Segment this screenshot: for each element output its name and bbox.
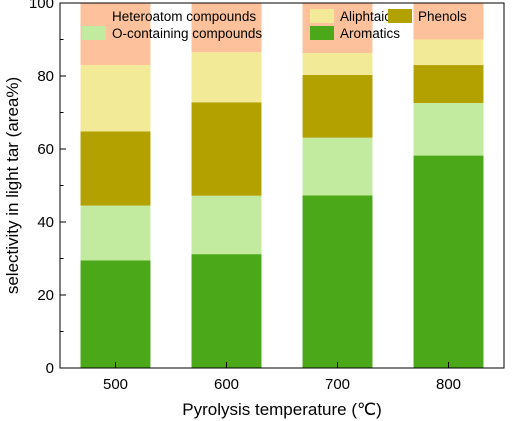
x-tick-label: 600 — [214, 376, 239, 393]
bar-segment-phenols-600 — [191, 102, 262, 196]
bar-segment-aromatics-500 — [80, 260, 151, 368]
bar-segment-o-containing-compounds-800 — [413, 103, 484, 156]
bar-segment-o-containing-compounds-500 — [80, 205, 151, 261]
legend-label: Aliphtaics — [340, 9, 398, 24]
plot-frame — [59, 2, 505, 369]
y-axis-title: selectivity in light tar (area%) — [3, 77, 22, 294]
bar-segment-aromatics-700 — [302, 195, 373, 368]
x-tick-label: 500 — [103, 376, 128, 393]
bars-layer — [80, 3, 484, 368]
legend-label: Aromatics — [340, 26, 400, 41]
y-tick-label: 80 — [37, 68, 54, 85]
bar-segment-heteroatom-compounds-800 — [413, 3, 484, 40]
bar-segment-aliphtaics-800 — [413, 39, 484, 66]
legend-label: Heteroatom compounds — [112, 9, 256, 24]
legend-swatch — [310, 26, 334, 40]
y-tick-label: 100 — [29, 0, 54, 12]
bar-segment-aromatics-600 — [191, 254, 262, 368]
y-tick-label: 40 — [37, 214, 54, 231]
bar-segment-aliphtaics-700 — [302, 53, 373, 75]
bar-segment-o-containing-compounds-700 — [302, 137, 373, 196]
legend-swatch — [310, 9, 334, 23]
x-axis: 500 600 700 800 — [103, 362, 461, 393]
x-tick-label: 800 — [436, 376, 461, 393]
y-tick-label: 60 — [37, 141, 54, 158]
legend-label: O-containing compounds — [112, 26, 262, 41]
x-tick-label: 700 — [325, 376, 350, 393]
legend-swatch — [82, 9, 106, 23]
bar-segment-aliphtaics-600 — [191, 52, 262, 103]
legend-swatch — [388, 9, 412, 23]
bar-segment-phenols-500 — [80, 131, 151, 206]
y-tick-label: 20 — [37, 287, 54, 304]
legend-label: Phenols — [418, 9, 467, 24]
legend: Heteroatom compounds Aliphtaics Phenols O-c… — [82, 9, 467, 41]
bar-segment-o-containing-compounds-600 — [191, 195, 262, 255]
bar-segment-aliphtaics-500 — [80, 65, 151, 132]
bar-segment-phenols-800 — [413, 65, 484, 104]
bar-segment-aromatics-800 — [413, 155, 484, 368]
bar-segment-heteroatom-compounds-600 — [191, 3, 262, 53]
y-tick-label: 0 — [46, 360, 54, 377]
legend-swatch — [82, 26, 106, 40]
bar-segment-phenols-700 — [302, 74, 373, 138]
x-axis-title: Pyrolysis temperature (℃) — [182, 400, 382, 419]
y-axis: 0 20 40 60 80 100 — [29, 0, 66, 377]
